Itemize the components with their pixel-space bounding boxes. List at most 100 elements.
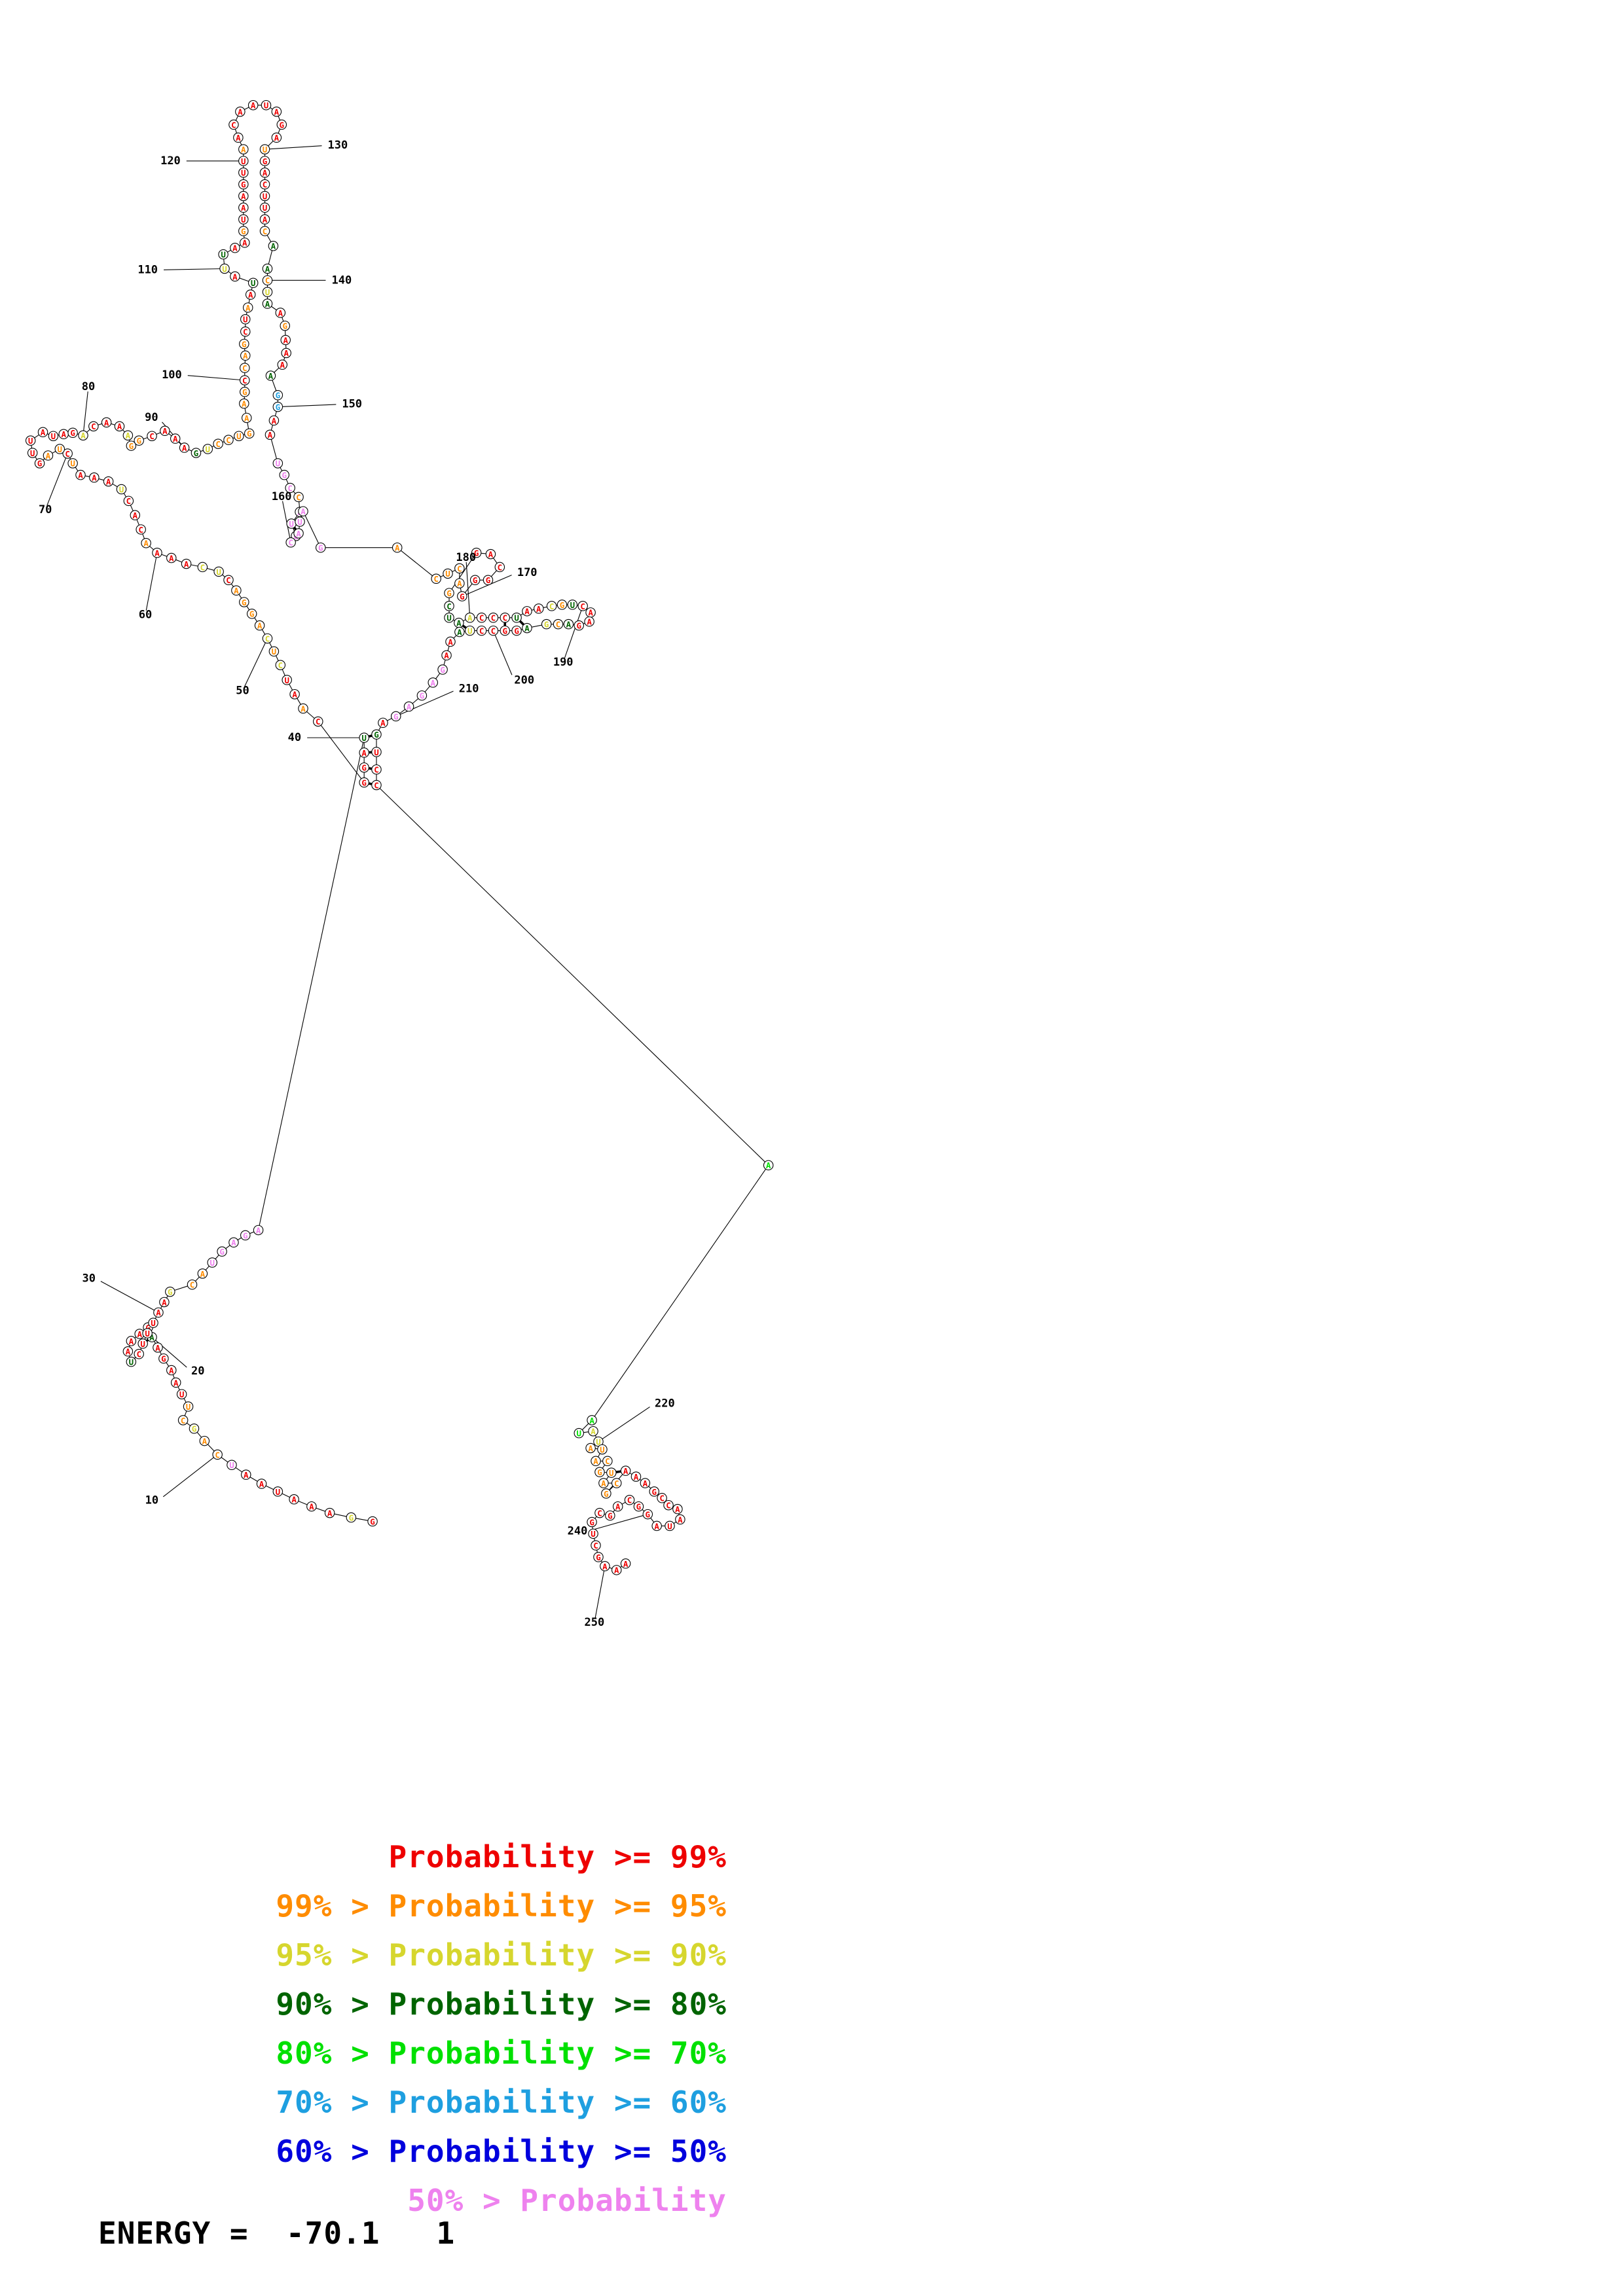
nucleotide: A bbox=[170, 433, 181, 444]
nucleotide: A bbox=[454, 578, 465, 588]
nucleotide-base-letter: C bbox=[136, 1350, 141, 1359]
position-label: 240 bbox=[568, 1525, 588, 1538]
nucleotide: C bbox=[177, 1415, 189, 1426]
nucleotide-base-letter: C bbox=[287, 483, 293, 493]
nucleotide-circle bbox=[240, 387, 250, 397]
nucleotide-circle bbox=[293, 492, 304, 503]
nucleotide: A bbox=[253, 1225, 264, 1235]
backbone-segment bbox=[246, 312, 247, 315]
nucleotide-circle bbox=[126, 1336, 137, 1346]
nucleotide-circle bbox=[541, 619, 552, 630]
backbone-segment bbox=[531, 609, 534, 611]
nucleotide-base-letter: A bbox=[265, 299, 270, 309]
backbone-segment bbox=[184, 1410, 187, 1416]
backbone-segment bbox=[259, 742, 364, 1226]
backbone-segment bbox=[581, 1423, 589, 1430]
nucleotide-circle bbox=[233, 132, 244, 143]
nucleotide: U bbox=[464, 625, 475, 636]
nucleotide-circle bbox=[183, 1401, 194, 1412]
nucleotide-base-letter: G bbox=[608, 1511, 613, 1520]
nucleotide-circle bbox=[313, 716, 323, 727]
nucleotide-base-letter: A bbox=[244, 413, 249, 423]
backbone-segment bbox=[244, 408, 247, 414]
nucleotide: A bbox=[277, 359, 288, 370]
nucleotide: A bbox=[231, 585, 242, 596]
nucleotide: A bbox=[103, 476, 114, 486]
nucleotide-circle bbox=[189, 1424, 200, 1434]
backbone-segment bbox=[435, 673, 441, 679]
nucleotide-circle bbox=[223, 575, 234, 586]
position-label-leader bbox=[602, 1407, 650, 1439]
backbone-segment bbox=[602, 1464, 606, 1469]
nucleotide-circle bbox=[444, 601, 454, 611]
nucleotide-base-letter: A bbox=[654, 1521, 659, 1531]
backbone-segment bbox=[299, 501, 300, 508]
nucleotide-base-letter: U bbox=[241, 156, 246, 166]
backbone-segment bbox=[274, 411, 277, 416]
nucleotide-circle bbox=[630, 1471, 642, 1482]
nucleotide-circle bbox=[268, 415, 280, 426]
nucleotide-base-letter: A bbox=[61, 429, 66, 439]
backbone-segment bbox=[205, 1266, 210, 1270]
nucleotide-circle bbox=[177, 1415, 189, 1426]
nucleotide-base-letter: G bbox=[576, 621, 581, 631]
nucleotide-base-letter: U bbox=[264, 101, 269, 111]
nucleotide-circle bbox=[298, 506, 308, 516]
nucleotide: G bbox=[500, 625, 511, 636]
backbone-segment bbox=[282, 669, 285, 676]
nucleotide-base-letter: G bbox=[280, 120, 285, 130]
nucleotide-circle bbox=[416, 690, 428, 701]
nucleotide-base-letter: C bbox=[433, 574, 439, 584]
nucleotide-circle bbox=[134, 1349, 144, 1359]
nucleotide: A bbox=[378, 717, 388, 728]
nucleotide-base-letter: C bbox=[242, 363, 247, 373]
nucleotide-base-letter: A bbox=[184, 559, 189, 569]
nucleotide-circle bbox=[207, 1257, 217, 1268]
nucleotide: A bbox=[454, 626, 465, 637]
nucleotide-circle bbox=[600, 1561, 610, 1571]
nucleotide-base-letter: A bbox=[291, 1495, 297, 1505]
backbone-segment bbox=[280, 467, 283, 471]
nucleotide-circle bbox=[563, 619, 574, 630]
nucleotide-circle bbox=[219, 263, 230, 274]
nucleotide-base-letter: U bbox=[241, 215, 246, 224]
nucleotide-base-letter: A bbox=[488, 550, 494, 560]
nucleotide: G bbox=[359, 762, 369, 773]
nucleotide-base-letter: A bbox=[46, 451, 51, 461]
nucleotide-circle bbox=[346, 1512, 357, 1523]
nucleotide: A bbox=[289, 1494, 299, 1505]
nucleotide: C bbox=[602, 1456, 613, 1466]
nucleotide: A bbox=[264, 429, 276, 440]
nucleotide-circle bbox=[197, 1268, 208, 1279]
nucleotide: U bbox=[574, 1427, 585, 1439]
nucleotide-base-letter: A bbox=[268, 430, 273, 440]
nucleotide: A bbox=[43, 450, 54, 461]
nucleotide-circle bbox=[238, 202, 249, 213]
nucleotide-base-letter: A bbox=[283, 335, 288, 345]
nucleotide-base-letter: A bbox=[536, 604, 541, 614]
backbone-segment bbox=[621, 1501, 626, 1505]
position-label: 20 bbox=[191, 1365, 204, 1378]
nucleotide: U bbox=[247, 278, 259, 288]
nucleotide-circle bbox=[153, 1342, 163, 1353]
nucleotide: A bbox=[563, 619, 574, 630]
nucleotide: C bbox=[187, 1279, 198, 1290]
nucleotide-circle bbox=[272, 1486, 283, 1497]
position-label: 190 bbox=[553, 656, 574, 669]
nucleotide: U bbox=[259, 144, 270, 154]
legend-row-4: 80% > Probability >= 70% bbox=[276, 2036, 727, 2071]
nucleotide-circle bbox=[611, 1478, 622, 1488]
nucleotide: C bbox=[223, 575, 234, 586]
nucleotide-base-letter: C bbox=[580, 601, 585, 611]
nucleotide: A bbox=[441, 650, 452, 660]
nucleotide-circle bbox=[577, 601, 588, 611]
nucleotide: A bbox=[280, 334, 291, 345]
nucleotide: A bbox=[37, 427, 48, 437]
nucleotide-circle bbox=[663, 1499, 674, 1511]
nucleotide-circle bbox=[606, 1467, 617, 1478]
nucleotide: A bbox=[611, 1565, 622, 1575]
nucleotide: U bbox=[207, 1257, 217, 1268]
backbone-segment bbox=[378, 726, 381, 731]
nucleotide: A bbox=[271, 106, 282, 117]
backbone-segment bbox=[598, 1453, 600, 1458]
